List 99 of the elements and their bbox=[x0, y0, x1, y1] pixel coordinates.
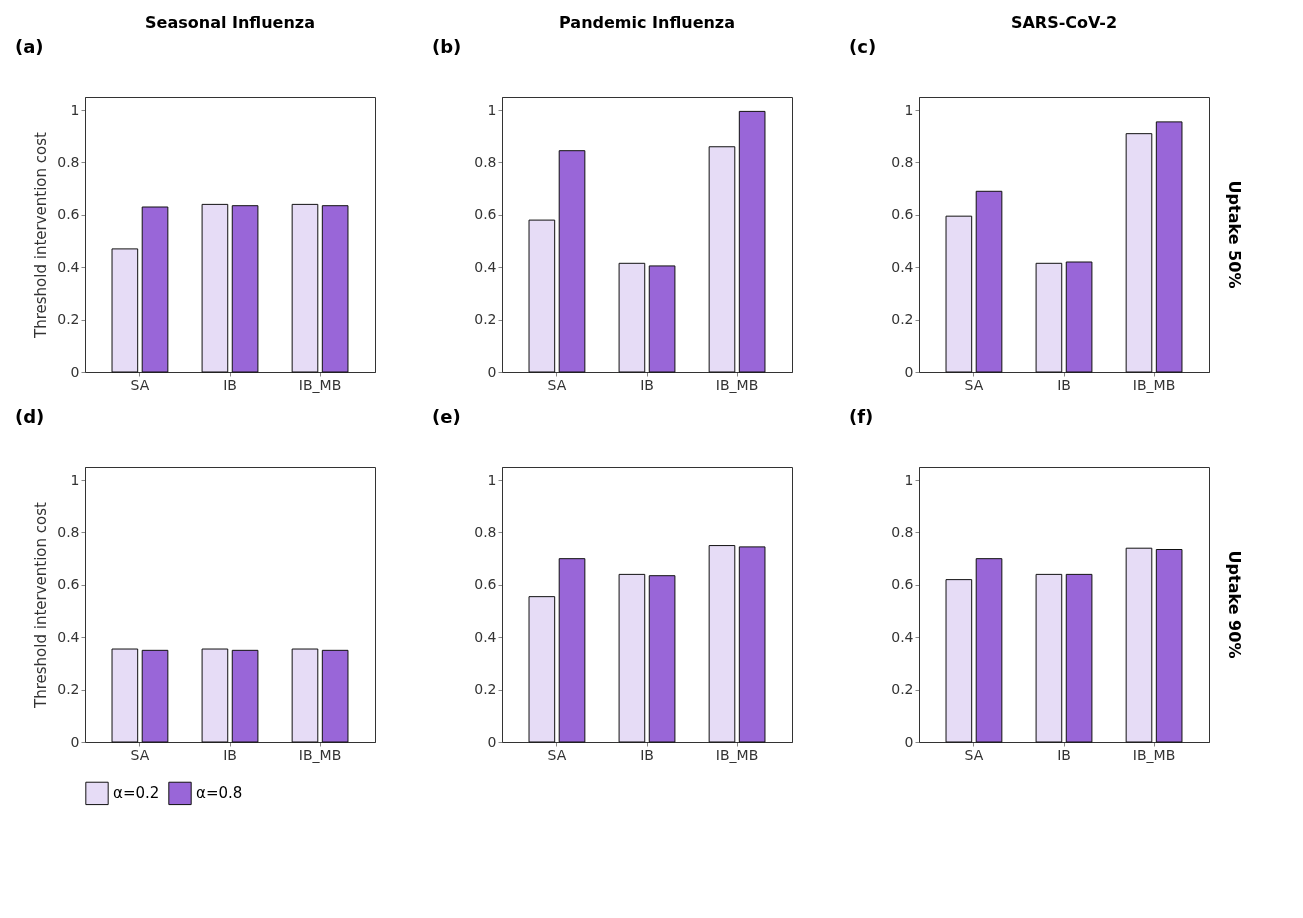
y-tick-label: 0.8 bbox=[891, 523, 914, 540]
y-tick-label: 1 bbox=[487, 101, 497, 118]
bar bbox=[1035, 573, 1063, 743]
bar bbox=[738, 110, 766, 373]
bar bbox=[708, 545, 736, 743]
y-tick-label: 0.2 bbox=[57, 311, 80, 328]
y-tick-label: 0.6 bbox=[474, 206, 497, 223]
bar bbox=[1125, 133, 1153, 373]
y-tick-label: 0.4 bbox=[57, 628, 80, 645]
text: Uptake 50% bbox=[1225, 180, 1244, 289]
y-tick-label: 0.6 bbox=[891, 206, 914, 223]
x-tick-label: IB_MB bbox=[1132, 746, 1176, 763]
y-tick-label: 0.6 bbox=[891, 576, 914, 593]
y-tick-label: 0 bbox=[70, 363, 80, 380]
text: (b) bbox=[432, 36, 462, 57]
y-tick-label: 0.4 bbox=[891, 258, 914, 275]
y-tick-label: 0.4 bbox=[57, 258, 80, 275]
legend-label: α=0.8 bbox=[196, 784, 243, 803]
bar bbox=[975, 190, 1003, 373]
y-tick-label: 0.6 bbox=[474, 576, 497, 593]
x-tick-label: IB bbox=[1057, 376, 1071, 393]
x-tick-label: IB_MB bbox=[298, 746, 342, 763]
y-tick-label: 1 bbox=[70, 471, 80, 488]
bar bbox=[141, 206, 169, 373]
text: (d) bbox=[15, 406, 45, 427]
text: (a) bbox=[15, 36, 44, 57]
y-tick-label: 1 bbox=[904, 101, 914, 118]
x-tick-label: SA bbox=[964, 746, 984, 763]
x-tick-label: SA bbox=[547, 746, 567, 763]
x-tick-label: IB_MB bbox=[298, 376, 342, 393]
bar bbox=[201, 203, 229, 373]
bar bbox=[945, 215, 973, 373]
x-tick-label: IB_MB bbox=[715, 376, 759, 393]
x-tick-label: SA bbox=[130, 746, 150, 763]
bar bbox=[558, 150, 586, 373]
text: Uptake 90% bbox=[1225, 550, 1244, 659]
text: (e) bbox=[432, 406, 461, 427]
y-tick-label: 0.2 bbox=[474, 681, 497, 698]
bar bbox=[321, 205, 349, 373]
y-axis-title: Threshold intervention cost bbox=[32, 131, 51, 339]
bar bbox=[618, 573, 646, 743]
bar bbox=[231, 205, 259, 373]
y-tick-label: 0.4 bbox=[474, 628, 497, 645]
y-tick-label: 0.4 bbox=[474, 258, 497, 275]
y-tick-label: 1 bbox=[487, 471, 497, 488]
y-tick-label: 0.6 bbox=[57, 206, 80, 223]
y-tick-label: 0.2 bbox=[891, 311, 914, 328]
y-tick-label: 1 bbox=[904, 471, 914, 488]
bar bbox=[111, 248, 139, 373]
y-tick-label: 0.6 bbox=[57, 576, 80, 593]
y-tick-label: 0.8 bbox=[57, 153, 80, 170]
x-tick-label: SA bbox=[964, 376, 984, 393]
x-tick-label: IB bbox=[640, 746, 654, 763]
chart-title: Pandemic Influenza bbox=[559, 13, 735, 32]
y-tick-label: 0.8 bbox=[474, 523, 497, 540]
bar bbox=[1125, 547, 1153, 743]
y-tick-label: 0.2 bbox=[474, 311, 497, 328]
x-tick-label: IB bbox=[223, 376, 237, 393]
y-tick-label: 1 bbox=[70, 101, 80, 118]
x-tick-label: SA bbox=[547, 376, 567, 393]
x-tick-label: IB_MB bbox=[1132, 376, 1176, 393]
bar bbox=[1065, 261, 1093, 373]
x-tick-label: IB bbox=[640, 376, 654, 393]
x-tick-label: IB bbox=[1057, 746, 1071, 763]
bar bbox=[1035, 262, 1063, 373]
bar bbox=[648, 575, 676, 743]
bar bbox=[648, 265, 676, 373]
y-tick-label: 0.2 bbox=[57, 681, 80, 698]
bar bbox=[708, 146, 736, 373]
y-tick-label: 0.8 bbox=[891, 153, 914, 170]
bar bbox=[1155, 549, 1183, 743]
y-tick-label: 0 bbox=[487, 733, 497, 750]
y-tick-label: 0.4 bbox=[891, 628, 914, 645]
y-axis-title: Threshold intervention cost bbox=[32, 501, 51, 709]
y-tick-label: 0 bbox=[904, 363, 914, 380]
x-tick-label: SA bbox=[130, 376, 150, 393]
chart-title: SARS-CoV-2 bbox=[1010, 13, 1118, 32]
bar bbox=[528, 596, 556, 743]
y-tick-label: 0.8 bbox=[474, 153, 497, 170]
y-tick-label: 0.2 bbox=[891, 681, 914, 698]
x-tick-label: IB_MB bbox=[715, 746, 759, 763]
legend-label: α=0.2 bbox=[113, 784, 160, 803]
y-tick-label: 0.8 bbox=[57, 523, 80, 540]
bar bbox=[1065, 573, 1093, 743]
y-tick-label: 0 bbox=[904, 733, 914, 750]
bar bbox=[528, 219, 556, 373]
bar bbox=[945, 579, 973, 743]
bar bbox=[291, 203, 319, 373]
y-tick-label: 0 bbox=[70, 733, 80, 750]
bar bbox=[738, 546, 766, 743]
bar bbox=[618, 262, 646, 373]
text: (f) bbox=[849, 406, 874, 427]
x-tick-label: IB bbox=[223, 746, 237, 763]
bar bbox=[1155, 121, 1183, 373]
chart-title: Seasonal Influenza bbox=[145, 13, 315, 32]
bar bbox=[558, 558, 586, 743]
text: (c) bbox=[849, 36, 877, 57]
bar bbox=[975, 558, 1003, 743]
y-tick-label: 0 bbox=[487, 363, 497, 380]
